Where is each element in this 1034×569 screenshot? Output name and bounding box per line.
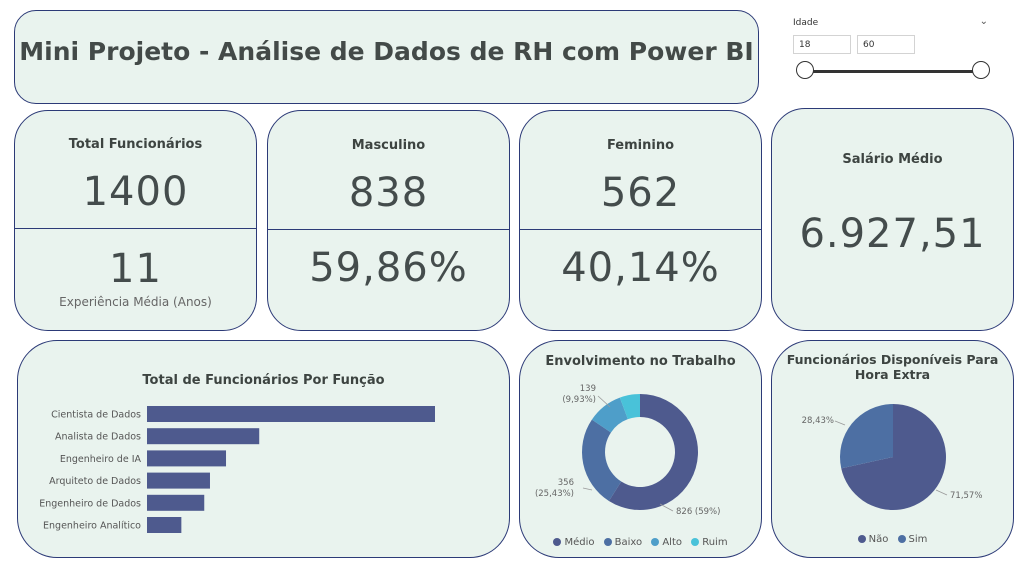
overtime-pie-chart: 71,57% 28,43% bbox=[772, 341, 1012, 555]
slider-min-handle[interactable] bbox=[796, 61, 814, 79]
chevron-down-icon[interactable]: ⌄ bbox=[980, 16, 988, 27]
kpi-female-label: Feminino bbox=[520, 138, 761, 153]
bar-category-label: Engenheiro de IA bbox=[60, 454, 142, 465]
donut-data-label: (25,43%) bbox=[535, 489, 574, 499]
overtime-chart-card: Funcionários Disponíveis Para Hora Extra… bbox=[771, 340, 1014, 558]
slider-max-handle[interactable] bbox=[972, 61, 990, 79]
kpi-female-percent: 40,14% bbox=[520, 245, 761, 291]
bar[interactable] bbox=[147, 406, 435, 422]
kpi-male-label: Masculino bbox=[268, 138, 509, 153]
bar[interactable] bbox=[147, 450, 226, 466]
leader-line bbox=[598, 396, 610, 407]
kpi-experience-value: 11 bbox=[15, 246, 256, 292]
legend-item-baixo[interactable]: Baixo bbox=[604, 537, 643, 548]
kpi-divider bbox=[520, 229, 761, 230]
kpi-salary-value: 6.927,51 bbox=[772, 211, 1013, 257]
age-min-input[interactable]: 18 bbox=[793, 35, 851, 54]
leader-line bbox=[936, 490, 947, 495]
kpi-total-label: Total Funcionários bbox=[15, 137, 256, 152]
legend-item-alto[interactable]: Alto bbox=[651, 537, 682, 548]
page-title: Mini Projeto - Análise de Dados de RH co… bbox=[15, 37, 758, 66]
engagement-chart-card: Envolvimento no Trabalho 826 (59%) 356 (25… bbox=[519, 340, 762, 558]
legend-item-sim[interactable]: Sim bbox=[898, 534, 928, 545]
slider-track[interactable] bbox=[806, 70, 982, 73]
age-max-input[interactable]: 60 bbox=[857, 35, 915, 54]
pie-data-label: 71,57% bbox=[950, 491, 982, 501]
kpi-salary-card: Salário Médio 6.927,51 bbox=[771, 108, 1014, 331]
bar-category-label: Engenheiro Analítico bbox=[43, 521, 141, 532]
pie-slice[interactable] bbox=[840, 404, 893, 468]
kpi-total-value: 1400 bbox=[15, 169, 256, 215]
bar-category-label: Cientista de Dados bbox=[51, 410, 141, 421]
donut-data-label: (9,93%) bbox=[562, 395, 596, 405]
donut-data-label: 826 (59%) bbox=[676, 507, 720, 517]
kpi-male-value: 838 bbox=[268, 170, 509, 216]
pie-data-label: 28,43% bbox=[802, 416, 834, 426]
kpi-total-card: Total Funcionários 1400 11 Experiência M… bbox=[14, 110, 257, 331]
bar[interactable] bbox=[147, 517, 181, 533]
kpi-salary-label: Salário Médio bbox=[772, 152, 1013, 167]
leader-line bbox=[660, 504, 673, 511]
kpi-divider bbox=[15, 228, 256, 229]
kpi-male-card: Masculino 838 59,86% bbox=[267, 110, 510, 331]
bar-category-label: Engenheiro de Dados bbox=[39, 498, 141, 509]
legend-item-medio[interactable]: Médio bbox=[553, 537, 594, 548]
overtime-legend: Não Sim bbox=[772, 534, 1013, 545]
kpi-experience-label: Experiência Média (Anos) bbox=[15, 295, 256, 309]
engagement-legend: Médio Baixo Alto Ruim bbox=[520, 537, 761, 548]
kpi-male-percent: 59,86% bbox=[268, 245, 509, 291]
kpi-female-card: Feminino 562 40,14% bbox=[519, 110, 762, 331]
legend-item-nao[interactable]: Não bbox=[858, 534, 889, 545]
bar[interactable] bbox=[147, 428, 259, 444]
leader-line bbox=[583, 488, 592, 490]
bar[interactable] bbox=[147, 473, 210, 489]
donut-data-label: 139 bbox=[580, 384, 596, 394]
age-slicer[interactable]: Idade ⌄ 18 60 bbox=[790, 14, 1000, 94]
kpi-divider bbox=[268, 229, 509, 230]
legend-item-ruim[interactable]: Ruim bbox=[691, 537, 727, 548]
bar-category-label: Analista de Dados bbox=[55, 432, 141, 443]
engagement-donut-chart: 826 (59%) 356(25,43%) 139(9,93%) bbox=[520, 341, 760, 555]
bar[interactable] bbox=[147, 495, 204, 511]
slicer-label: Idade bbox=[793, 18, 818, 28]
kpi-female-value: 562 bbox=[520, 170, 761, 216]
title-card: Mini Projeto - Análise de Dados de RH co… bbox=[14, 10, 759, 104]
role-chart-card: Total de Funcionários Por Função Cientis… bbox=[17, 340, 510, 558]
leader-line bbox=[835, 421, 845, 425]
role-bar-chart: Cientista de Dados Analista de Dados Engen… bbox=[18, 341, 508, 555]
bar-category-label: Arquiteto de Dados bbox=[49, 476, 141, 487]
donut-data-label: 356 bbox=[558, 478, 574, 488]
